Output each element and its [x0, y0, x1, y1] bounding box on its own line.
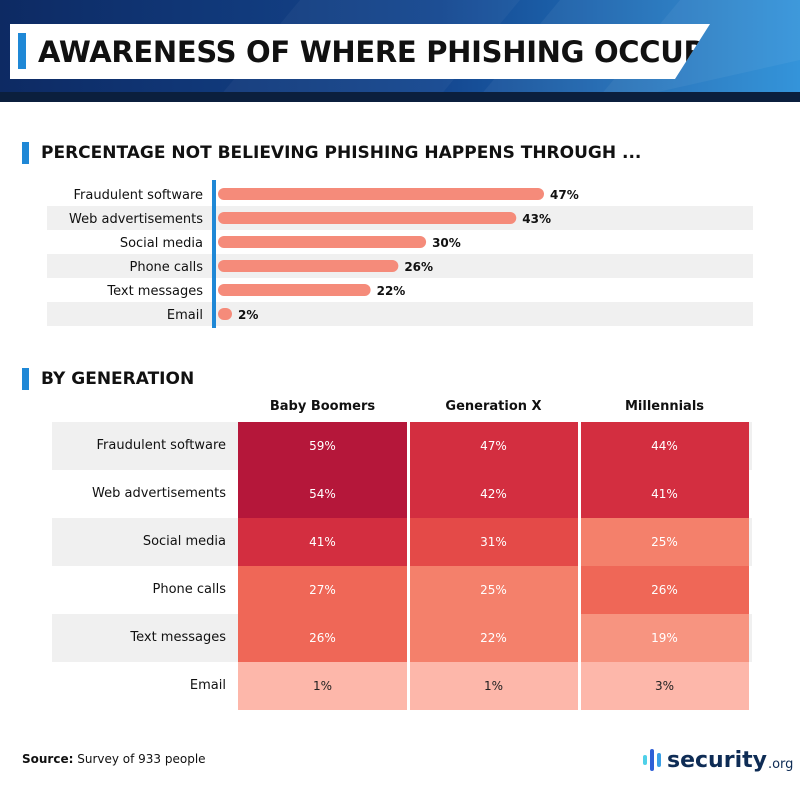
source-note: Source: Survey of 933 people — [22, 752, 206, 766]
heatmap-cell: 25% — [409, 566, 578, 614]
page-title: AWARENESS OF WHERE PHISHING OCCURS — [38, 35, 727, 69]
section-title-generation: BY GENERATION — [22, 367, 194, 391]
brand-mark-icon — [643, 749, 661, 771]
heatmap-cell: 31% — [409, 518, 578, 566]
heatmap-column-header: Generation X — [445, 399, 542, 414]
heatmap-row-label: Text messages — [130, 630, 226, 645]
bar-row-band — [47, 302, 753, 326]
heatmap-row-label: Fraudulent software — [96, 438, 226, 453]
bar-value-label: 22% — [377, 284, 406, 298]
bar-value-label: 30% — [432, 236, 461, 250]
heatmap-row-label: Phone calls — [152, 582, 226, 597]
section-accent-bar — [22, 142, 29, 164]
bar-value-label: 43% — [522, 212, 551, 226]
bar — [218, 212, 517, 224]
bar-category-label: Web advertisements — [69, 212, 203, 227]
heatmap-cell: 44% — [580, 422, 749, 470]
bar — [218, 284, 371, 296]
heatmap-column-separator — [407, 422, 410, 710]
section-title-text: BY GENERATION — [41, 369, 195, 389]
heatmap-cell: 19% — [580, 614, 749, 662]
source-text: Survey of 933 people — [73, 752, 206, 766]
section-title-overall: PERCENTAGE NOT BELIEVING PHISHING HAPPEN… — [22, 141, 641, 165]
bar-value-label: 47% — [550, 188, 579, 202]
heatmap-cell: 47% — [409, 422, 578, 470]
heatmap-cell: 3% — [580, 662, 749, 710]
heatmap-cell: 41% — [580, 470, 749, 518]
bar-category-label: Email — [167, 308, 203, 323]
bar-chart-svg: Fraudulent software 47% Web advertisements… — [47, 180, 753, 328]
brand-logo: security .org — [642, 744, 793, 776]
section-accent-bar — [22, 368, 29, 390]
heatmap-row-label: Web advertisements — [92, 486, 226, 501]
heatmap-cell: 59% — [238, 422, 407, 470]
heatmap-cell: 54% — [238, 470, 407, 518]
heatmap-cell: 27% — [238, 566, 407, 614]
bar-value-label: 2% — [238, 308, 258, 322]
bar-axis-line — [212, 180, 216, 328]
bar-chart: Fraudulent software 47% Web advertisements… — [0, 180, 800, 330]
heatmap-cell: 41% — [238, 518, 407, 566]
heatmap-cell: 42% — [409, 470, 578, 518]
bar — [218, 260, 399, 272]
brand-tld: .org — [767, 756, 794, 772]
bar-row-band — [47, 254, 753, 278]
bar-category-label: Phone calls — [129, 260, 203, 275]
heatmap-cell: 26% — [580, 566, 749, 614]
bar-category-label: Fraudulent software — [74, 188, 203, 203]
title-accent-bar — [18, 33, 26, 69]
brand-name: security — [667, 747, 767, 773]
heatmap-cell: 22% — [409, 614, 578, 662]
source-label: Source: — [22, 752, 74, 766]
heatmap-row-label: Email — [189, 678, 226, 693]
heatmap-cell: 25% — [580, 518, 749, 566]
generation-heatmap: Baby Boomers Generation X Millennials Fraud… — [0, 392, 800, 712]
heatmap-column-header: Millennials — [624, 399, 705, 414]
heatmap-column-header: Baby Boomers — [269, 399, 376, 414]
heatmap-column-separator — [578, 422, 581, 710]
heatmap-row-label: Social media — [142, 534, 226, 549]
heatmap-cell: 1% — [238, 662, 407, 710]
bar-category-label: Social media — [120, 236, 203, 251]
section-title-text: PERCENTAGE NOT BELIEVING PHISHING HAPPEN… — [41, 143, 642, 163]
bar-category-label: Text messages — [106, 284, 203, 299]
heatmap-cell: 26% — [238, 614, 407, 662]
bar-value-label: 26% — [404, 260, 433, 274]
bar — [218, 308, 232, 320]
title-box: AWARENESS OF WHERE PHISHING OCCURS — [10, 24, 710, 79]
bar — [218, 236, 427, 248]
heatmap-cell: 1% — [409, 662, 578, 710]
bar — [218, 188, 544, 200]
